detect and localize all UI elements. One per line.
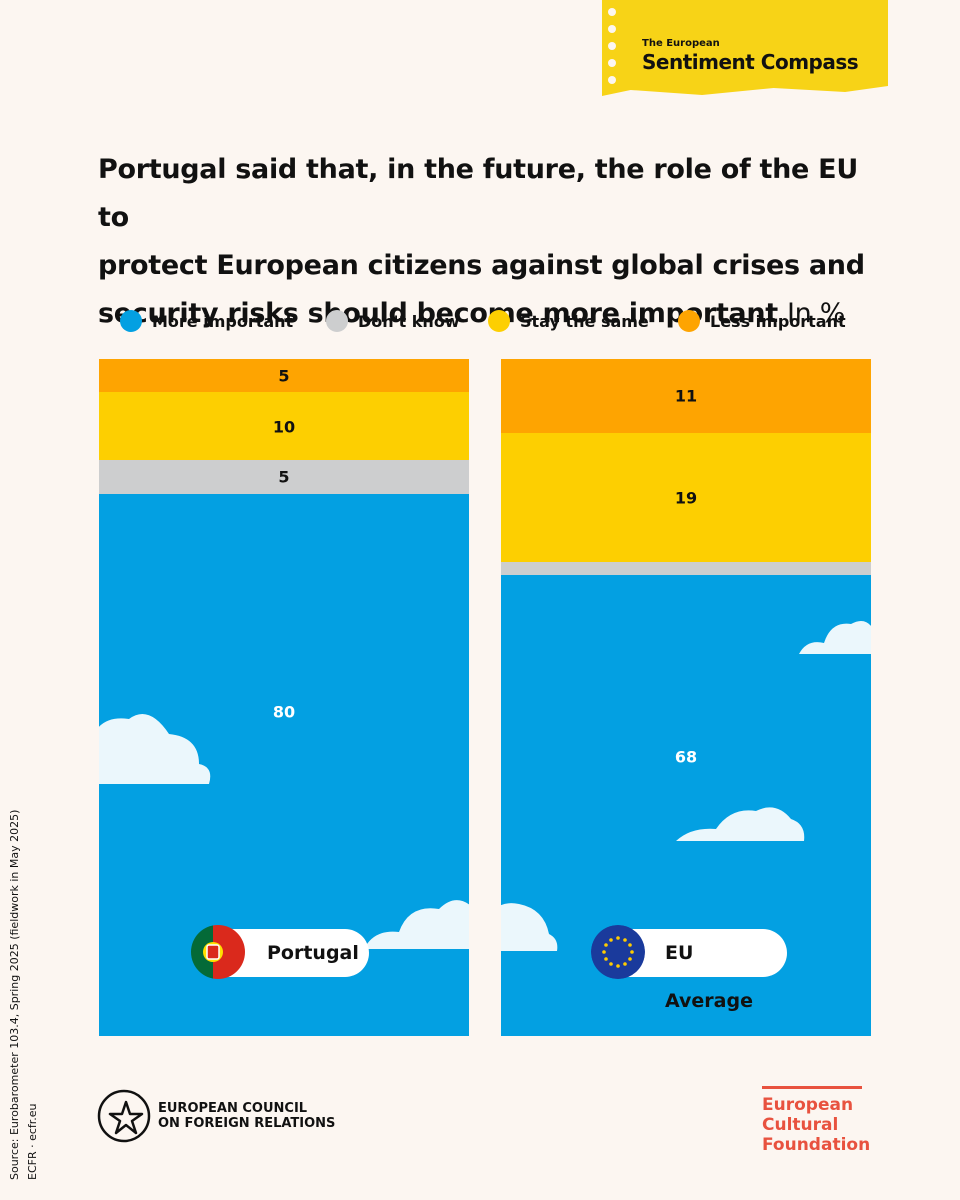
ecf-name-line-2: Cultural	[762, 1115, 839, 1135]
panel-label-portugal: Portugal	[267, 942, 359, 964]
cloud-icon	[99, 714, 211, 784]
cloud-icon	[799, 621, 871, 654]
panel-portugal: Portugal 80 5 10 5	[99, 359, 469, 1036]
legend-label-stay-the-same: Stay the same	[520, 311, 649, 331]
ecf-name-line-1: European	[762, 1095, 854, 1115]
chart-title: Portugal said that, in the future, the r…	[98, 146, 878, 338]
panel-pill-eu-average: EU Average	[591, 925, 787, 1012]
badge-kicker: The European	[642, 38, 720, 49]
legend-label-more-important: More important	[152, 311, 294, 331]
cloud-icon	[501, 903, 558, 951]
data-label-stay-the-same: 10	[272, 417, 296, 437]
ecfr-name: EUROPEAN COUNCIL ON FOREIGN RELATIONS	[158, 1101, 335, 1131]
legend-swatch-less-important	[678, 310, 700, 332]
cloud-icon	[364, 900, 469, 949]
panel-label-eu-average: EU Average	[665, 942, 753, 1012]
legend-item-less-important: Less important	[678, 310, 846, 332]
ecf-rule	[762, 1086, 862, 1089]
data-label-stay-the-same: 19	[674, 488, 698, 508]
data-label-more-important: 68	[674, 747, 698, 767]
badge-notebook-holes	[608, 8, 618, 88]
ecf-logo: European Cultural Foundation	[762, 1086, 870, 1155]
source-note: Source: Eurobarometer 103.4, Spring 2025…	[6, 810, 42, 1180]
cloud-icon	[676, 807, 805, 841]
eu-flag-icon	[591, 925, 645, 979]
legend-item-stay-the-same: Stay the same	[488, 310, 649, 332]
ecf-name-line-3: Foundation	[762, 1135, 871, 1155]
data-label-less-important: 11	[674, 386, 698, 406]
ecf-name: European Cultural Foundation	[762, 1095, 870, 1155]
portugal-flag-icon	[191, 925, 245, 979]
bar-segment-less-important	[501, 359, 871, 434]
title-line-2: protect European citizens against global…	[98, 250, 865, 281]
title-line-1: Portugal said that, in the future, the r…	[98, 154, 858, 233]
title-line-3: security risks should become more import…	[98, 290, 878, 338]
source-line: Source: Eurobarometer 103.4, Spring 2025…	[8, 809, 21, 1180]
legend-swatch-dont-know	[326, 310, 348, 332]
bar-segment-less-important	[99, 359, 469, 393]
ecfr-logo: EUROPEAN COUNCIL ON FOREIGN RELATIONS	[96, 1088, 335, 1144]
legend-item-more-important: More important	[120, 310, 293, 332]
bar-segment-stay-the-same	[99, 392, 469, 461]
ecfr-name-line-1: EUROPEAN COUNCIL	[158, 1101, 308, 1116]
source-site: ECFR · ecfr.eu	[26, 1103, 39, 1180]
title-line-3-text: security risks should become more import…	[98, 298, 778, 329]
legend-item-dont-know: Don't know	[326, 310, 460, 332]
bar-segment-dont-know	[99, 460, 469, 495]
title-unit: In %	[787, 298, 846, 329]
panel-eu-average: EU Average 68 19 11	[501, 359, 871, 1036]
data-label-dont-know: 5	[278, 467, 290, 487]
legend-label-dont-know: Don't know	[358, 311, 460, 331]
data-label-more-important: 80	[272, 702, 296, 722]
bar-segment-dont-know	[501, 561, 871, 576]
ecfr-star-icon	[97, 1089, 151, 1143]
sentiment-compass-badge: The European Sentiment Compass	[602, 0, 888, 96]
panel-pill-portugal: Portugal	[191, 925, 369, 979]
badge-title: Sentiment Compass	[642, 50, 859, 74]
data-label-less-important: 5	[278, 366, 290, 386]
legend-swatch-stay-the-same	[488, 310, 510, 332]
legend-swatch-more-important	[120, 310, 142, 332]
legend: More important Don't know Stay the same …	[120, 310, 880, 334]
bar-segment-stay-the-same	[501, 432, 871, 563]
legend-label-less-important: Less important	[710, 311, 846, 331]
ecfr-name-line-2: ON FOREIGN RELATIONS	[158, 1116, 336, 1131]
